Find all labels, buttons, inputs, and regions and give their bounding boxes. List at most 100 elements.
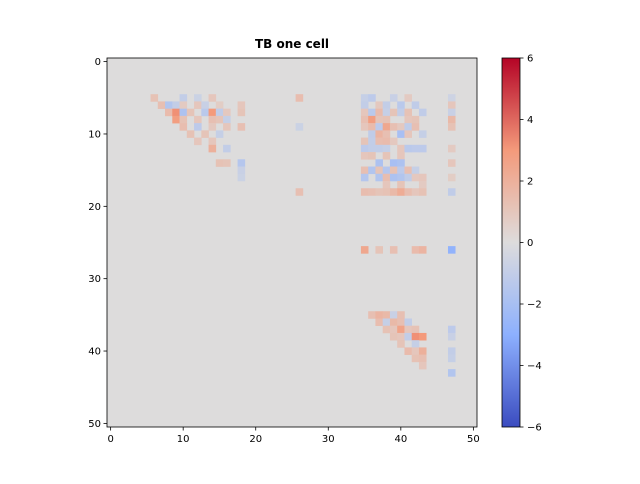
heatmap-cell [382, 101, 391, 109]
heatmap-cell [397, 108, 405, 117]
heatmap-cell [179, 108, 188, 117]
heatmap-cell [215, 101, 224, 109]
heatmap-cell [447, 94, 456, 102]
heatmap-cell [389, 159, 398, 167]
heatmap-cell [375, 115, 383, 124]
heatmap-cell [179, 123, 188, 131]
heatmap-cell [150, 94, 159, 102]
heatmap-cell [382, 130, 391, 138]
heatmap-cell [447, 115, 456, 124]
heatmap-cell [368, 137, 376, 146]
heatmap-cell [194, 123, 202, 131]
heatmap-cell [186, 108, 195, 117]
heatmap-cell [411, 144, 420, 153]
heatmap-cell [411, 246, 420, 254]
y-axis: 0 10 20 30 40 50 [88, 57, 107, 430]
heatmap-cell [447, 347, 456, 355]
heatmap-cell [368, 115, 376, 124]
heatmap-cell [368, 123, 376, 131]
heatmap-cell [368, 152, 376, 160]
heatmap-cell [223, 115, 231, 124]
heatmap-cell [368, 311, 376, 319]
heatmap-cell [389, 94, 398, 102]
heatmap-cell [237, 166, 246, 175]
colorbar-tick-label: 4 [527, 115, 533, 126]
heatmap-cell [201, 101, 209, 109]
heatmap-cell [389, 108, 398, 117]
heatmap-cell [295, 123, 304, 131]
x-tick-label: 40 [394, 434, 407, 445]
heatmap-cell [382, 115, 391, 124]
heatmap-cell [418, 144, 427, 153]
heatmap-cell [411, 123, 420, 131]
heatmap-cell [237, 123, 246, 131]
heatmap-cell [194, 137, 202, 146]
heatmap-cell [418, 361, 427, 370]
heatmap-cell [194, 101, 202, 109]
heatmap-cell [360, 246, 369, 254]
heatmap-cell [389, 325, 398, 334]
heatmap-cell [382, 188, 391, 196]
heatmap-cell [404, 347, 412, 355]
heatmap-cell [375, 173, 383, 182]
heatmap-cell [165, 108, 173, 117]
heatmap-cell [201, 130, 209, 138]
heatmap-cell [447, 101, 456, 109]
heatmap-cell [404, 332, 412, 341]
heatmap-cell [404, 123, 412, 131]
heatmap-cell [397, 130, 405, 138]
heatmap-cell [447, 246, 456, 254]
heatmap-cell [382, 325, 391, 334]
heatmap-cell [382, 173, 391, 182]
heatmap-cell [382, 181, 391, 189]
heatmap-cell [368, 130, 376, 138]
heatmap-cell [208, 144, 217, 153]
heatmap-cell [397, 181, 405, 189]
heatmap-cell [382, 137, 391, 146]
heatmap-cell [397, 173, 405, 182]
heatmap-cell [360, 94, 369, 102]
heatmap-cell [368, 166, 376, 175]
heatmap-cell [411, 325, 420, 334]
heatmap-cell [179, 101, 188, 109]
y-tick-label: 0 [95, 57, 101, 68]
y-tick-label: 50 [88, 419, 101, 430]
heatmap-cell [404, 173, 412, 182]
heatmap-cell [411, 166, 420, 175]
heatmap-cell [411, 354, 420, 363]
heatmap-cells [150, 94, 456, 377]
heatmap-cell [447, 144, 456, 153]
heatmap-cell [397, 188, 405, 196]
heatmap-cell [157, 101, 166, 109]
heatmap-cell [447, 123, 456, 131]
heatmap-cell [208, 94, 217, 102]
heatmap-cell [375, 101, 383, 109]
heatmap-cell [215, 130, 224, 138]
heatmap-cell [223, 159, 231, 167]
heatmap-cell [404, 166, 412, 175]
heatmap-cell [201, 108, 209, 117]
colorbar-tick-label: 0 [527, 238, 533, 249]
heatmap-cell [208, 137, 217, 146]
heatmap-cell [404, 130, 412, 138]
heatmap-cell [389, 166, 398, 175]
heatmap-cell [447, 325, 456, 334]
heatmap-cell [418, 347, 427, 355]
heatmap-cell [194, 94, 202, 102]
heatmap-cell [375, 166, 383, 175]
heatmap-cell [447, 159, 456, 167]
heatmap-cell [223, 123, 231, 131]
heatmap-cell [375, 188, 383, 196]
heatmap-cell [368, 94, 376, 102]
heatmap-cell [418, 108, 427, 117]
y-tick-label: 40 [88, 347, 101, 358]
heatmap-cell [360, 115, 369, 124]
heatmap-cell [375, 130, 383, 138]
heatmap-cell [208, 115, 217, 124]
colorbar-tick-label: −4 [527, 361, 542, 372]
heatmap-cell [360, 137, 369, 146]
colorbar-tick-label: −2 [527, 300, 542, 311]
heatmap-cell [368, 188, 376, 196]
heatmap-cell [411, 332, 420, 341]
